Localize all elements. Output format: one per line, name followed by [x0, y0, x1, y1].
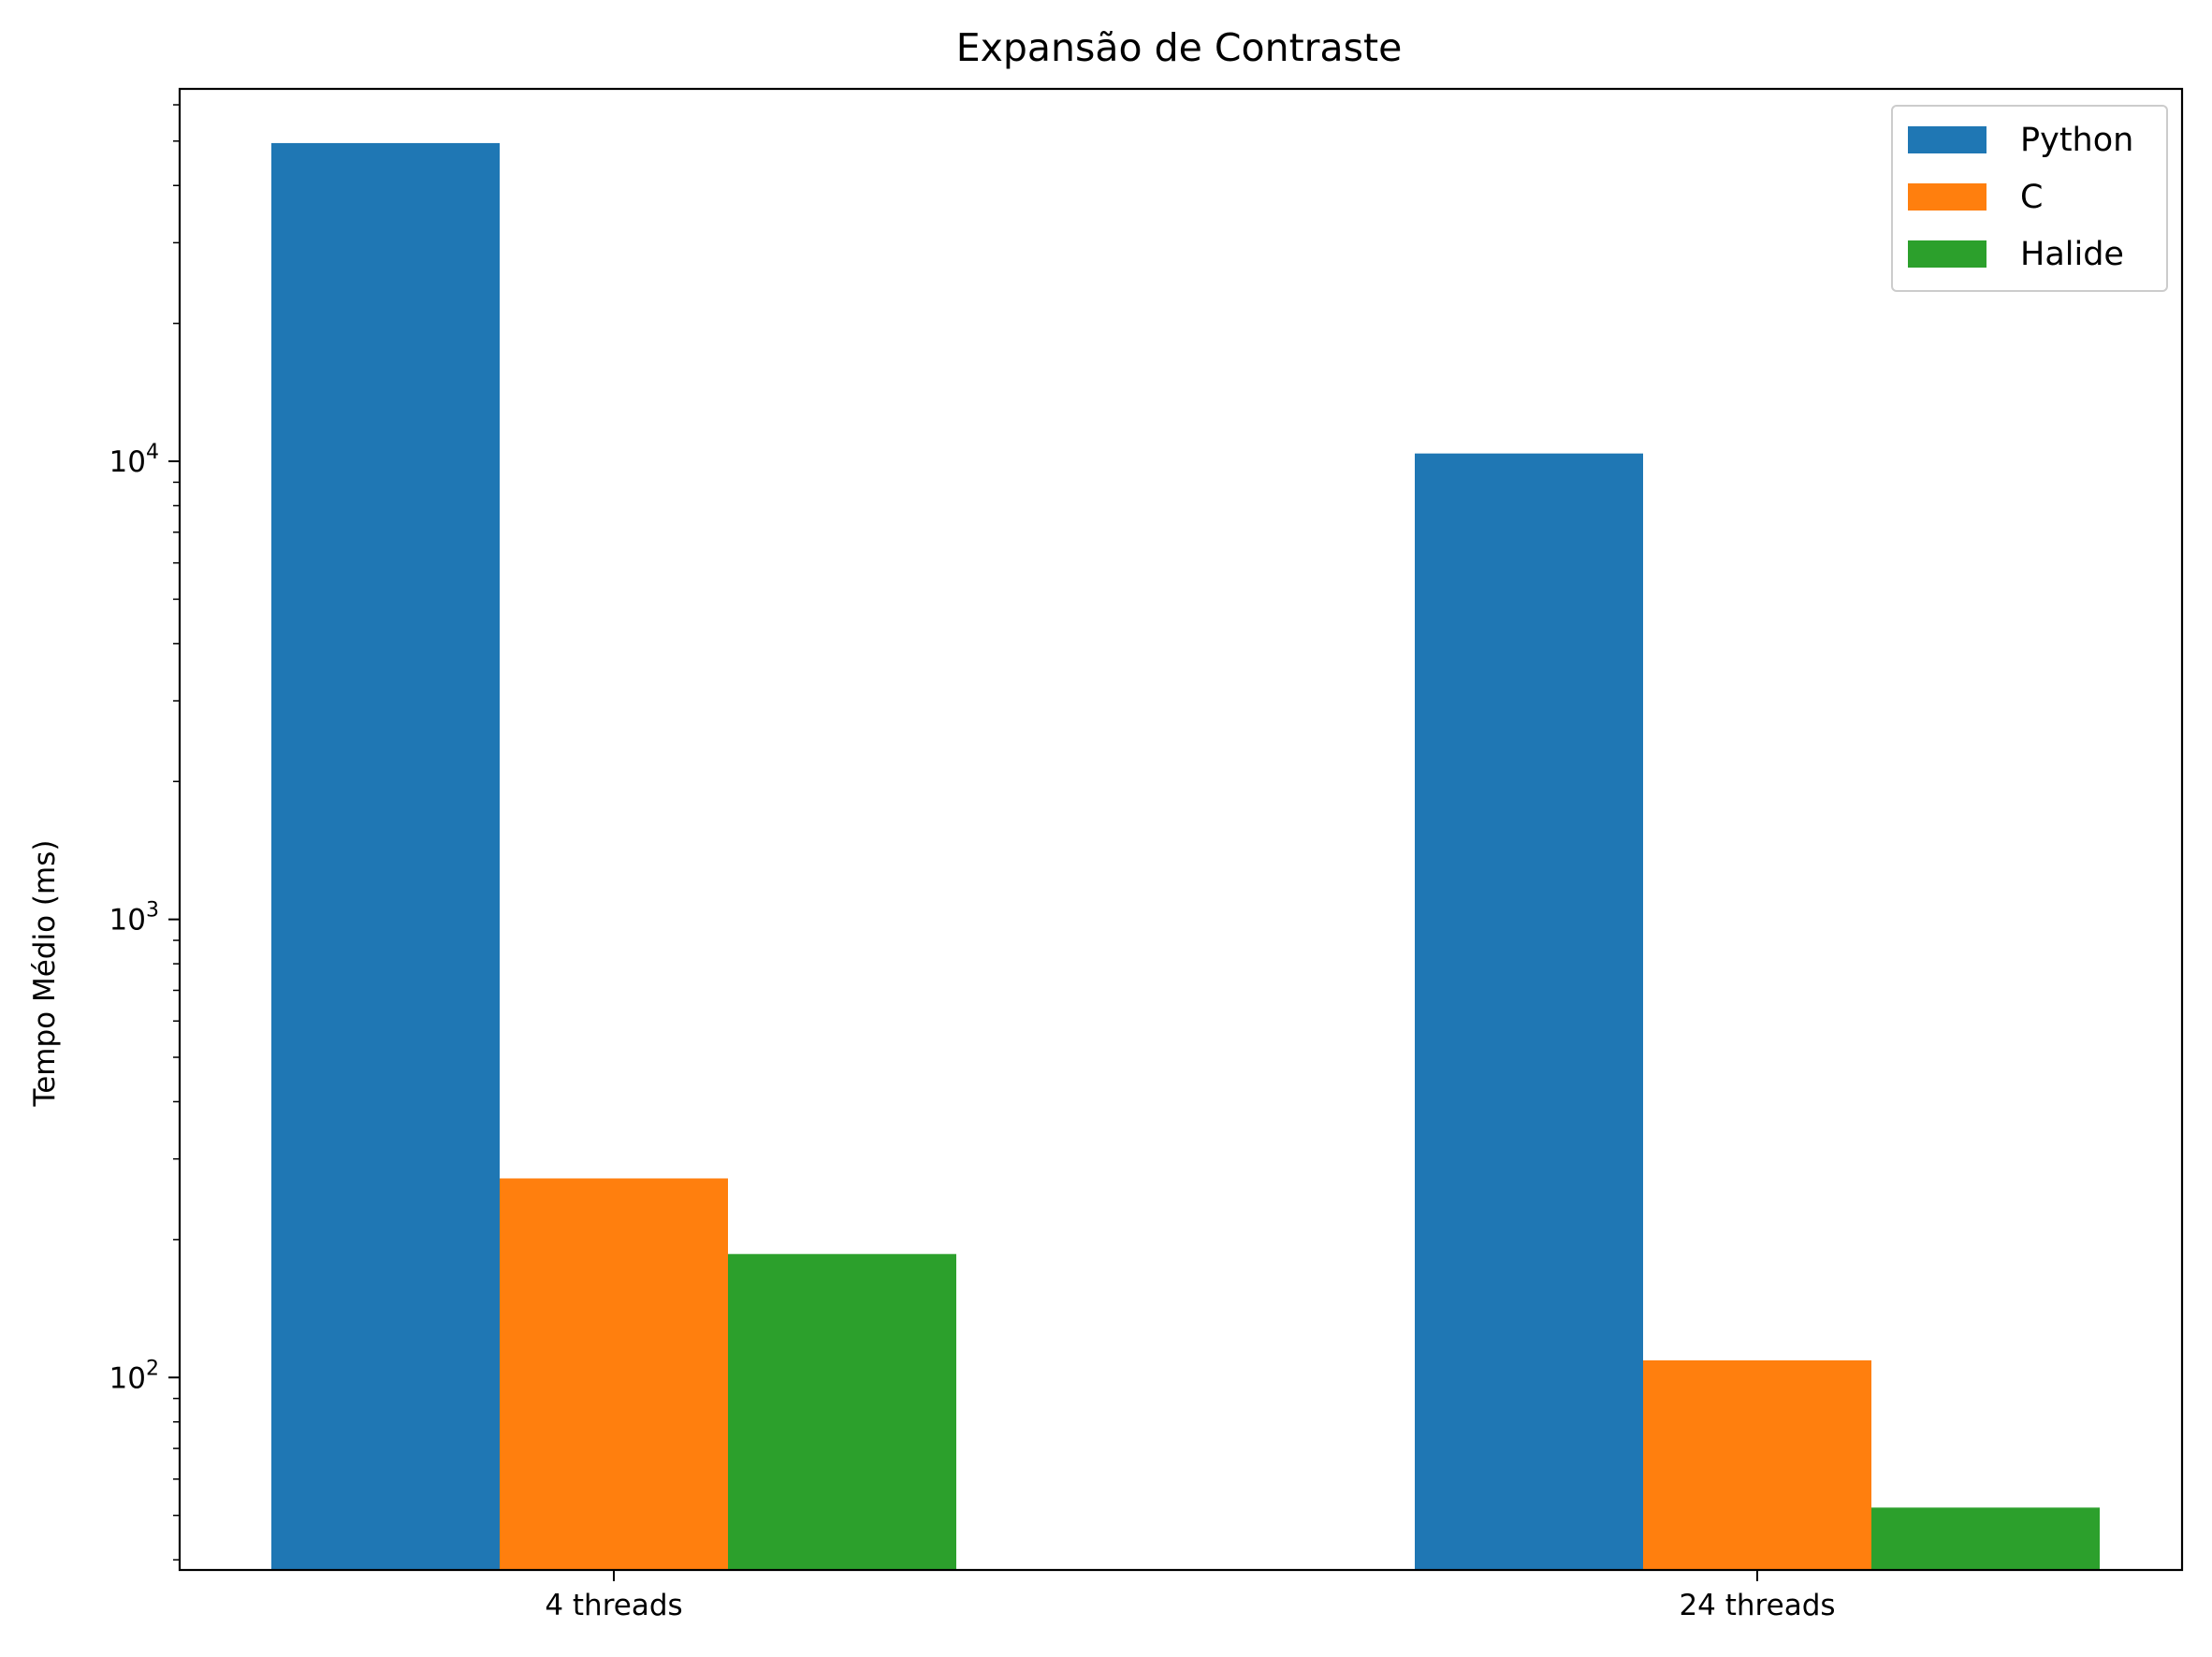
legend-swatch-c: [1908, 183, 1986, 211]
x-tick-label: 4 threads: [545, 1589, 682, 1622]
legend-swatch-python: [1908, 126, 1986, 153]
bar-halide-2: [1871, 1507, 2100, 1570]
y-tick-label: 102: [109, 1357, 159, 1395]
legend: Python C Halide: [1891, 105, 2168, 292]
bar-c-2: [1643, 1359, 1871, 1570]
legend-swatch-halide: [1908, 240, 1986, 268]
x-tick-label: 24 threads: [1679, 1589, 1835, 1622]
bar-c-1: [500, 1178, 728, 1570]
y-tick-label: 103: [109, 899, 159, 938]
chart-title: Expansão de Contraste: [956, 25, 1403, 70]
axes-layer: 4 threads 24 threads 102 103 104: [109, 87, 2184, 1622]
legend-label-python: Python: [2020, 122, 2133, 159]
legend-label-c: C: [2020, 179, 2043, 216]
bars-layer: [271, 142, 2100, 1571]
bar-python-2: [1415, 453, 1643, 1571]
y-axis-label: Tempo Médio (ms): [28, 840, 62, 1108]
axes-frame: [178, 87, 2184, 1572]
bar-halide-1: [728, 1254, 956, 1570]
legend-label-halide: Halide: [2020, 236, 2124, 273]
bar-python-1: [271, 142, 500, 1570]
y-tick-label: 104: [109, 441, 159, 479]
